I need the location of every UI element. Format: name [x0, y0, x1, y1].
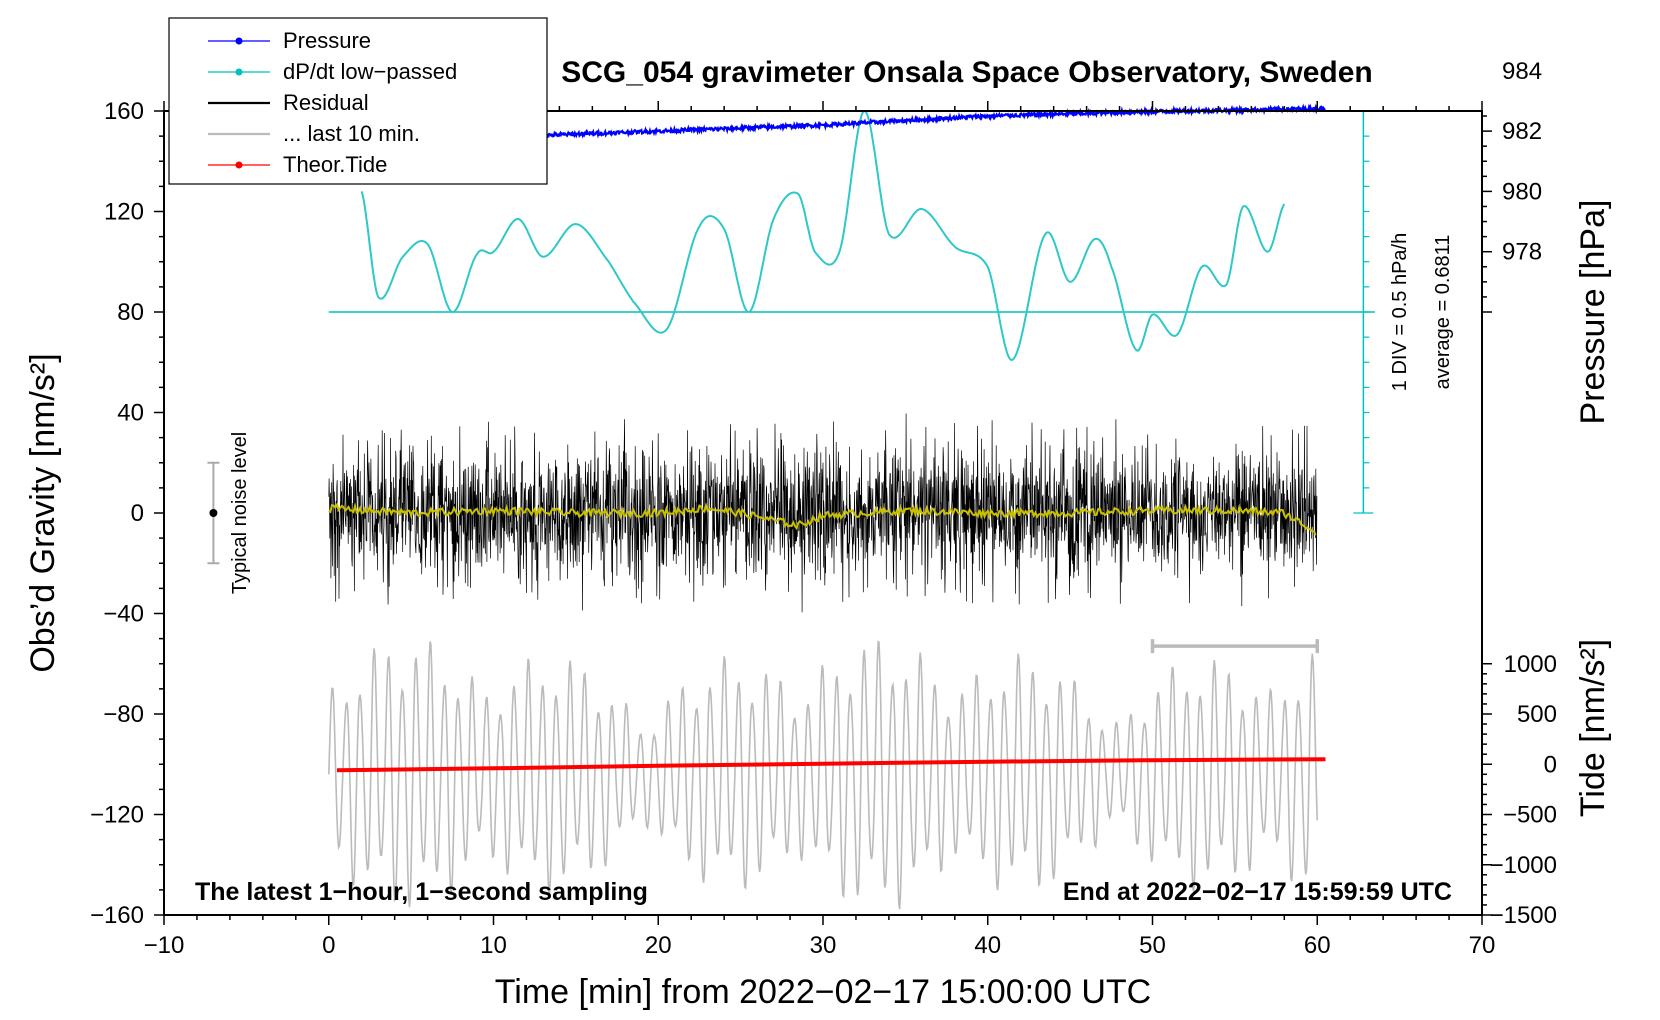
y-left-tick-label: 0 [131, 500, 144, 527]
legend-marker [235, 161, 243, 169]
residual-line [328, 413, 1318, 613]
tide-tick-label: −1000 [1490, 852, 1557, 879]
residual-lowpass-line [328, 501, 1317, 536]
x-tick-label: 50 [1139, 932, 1166, 959]
tide-axis-title: Tide [nm/s²] [1574, 639, 1612, 817]
pressure-tick-label: 984 [1502, 58, 1542, 85]
last-10-min-line [328, 640, 1318, 910]
pressure-tick-label: 978 [1502, 239, 1542, 266]
legend-marker [235, 68, 243, 76]
tide-series [336, 757, 1326, 773]
x-tick-label: 40 [974, 932, 1001, 959]
tide-tick-label: −1500 [1490, 902, 1557, 929]
x-tick-label: 60 [1304, 932, 1331, 959]
dpdt-line [360, 109, 1286, 362]
y-left-tick-label: −120 [90, 802, 144, 829]
chart-title: SCG_054 gravimeter Onsala Space Observat… [561, 56, 1373, 89]
y-left-tick-label: −40 [103, 601, 144, 628]
legend-marker [235, 37, 243, 45]
x-tick-label: 70 [1469, 932, 1496, 959]
legend-label-last10: ... last 10 min. [283, 121, 420, 146]
x-tick-label: 30 [810, 932, 837, 959]
residual-series [328, 413, 1318, 613]
annotations [207, 461, 1319, 654]
y-left-tick-label: 120 [104, 199, 144, 226]
legend-box [168, 17, 548, 185]
tide-line [336, 757, 1326, 773]
y-left-tick-label: 40 [117, 400, 144, 427]
dpdt-series [328, 109, 1375, 514]
tide-tick-label: 500 [1517, 701, 1557, 728]
tide-tick-label: −500 [1503, 802, 1557, 829]
x-tick-label: 0 [322, 932, 335, 959]
dpdt-average-label: average = 0.6811 [1432, 235, 1454, 390]
y-left-axis-title: Obs’d Gravity [nm/s²] [24, 353, 62, 672]
pressure-tick-label: 980 [1502, 178, 1542, 205]
note-sampling: The latest 1−hour, 1−second sampling [195, 878, 648, 906]
pressure-axis-title: Pressure [hPa] [1574, 200, 1612, 425]
y-left-tick-label: −80 [103, 701, 144, 728]
axes: −10 0 10 20 30 40 50 60 70 160 120 80 40 0 −40 −80 −120 −… [90, 58, 1557, 959]
noise-level-label: Typical noise level [229, 432, 251, 594]
x-tick-label: 20 [645, 932, 672, 959]
legend-label-tide: Theor.Tide [283, 152, 387, 177]
legend-label-residual: Residual [283, 90, 369, 115]
legend: Pressure dP/dt low−passed Residual ... l… [168, 17, 548, 185]
legend-label-dpdt: dP/dt low−passed [283, 59, 457, 84]
pressure-tick-label: 982 [1502, 118, 1542, 145]
y-left-tick-label: 160 [104, 98, 144, 125]
x-axis-title: Time [min] from 2022−02−17 15:00:00 UTC [495, 973, 1151, 1011]
note-end-time: End at 2022−02−17 15:59:59 UTC [1063, 878, 1452, 906]
noise-level-dot [209, 509, 218, 517]
dpdt-div-label: 1 DIV = 0.5 hPa/h [1389, 233, 1411, 391]
tide-tick-label: 1000 [1504, 651, 1557, 678]
x-tick-label: 10 [480, 932, 507, 959]
x-tick-label: −10 [144, 932, 185, 959]
legend-label-pressure: Pressure [283, 28, 371, 53]
y-left-tick-label: 80 [117, 299, 144, 326]
last-10-min-series [328, 640, 1318, 910]
tide-tick-label: 0 [1544, 751, 1557, 778]
y-left-tick-label: −160 [90, 902, 144, 929]
